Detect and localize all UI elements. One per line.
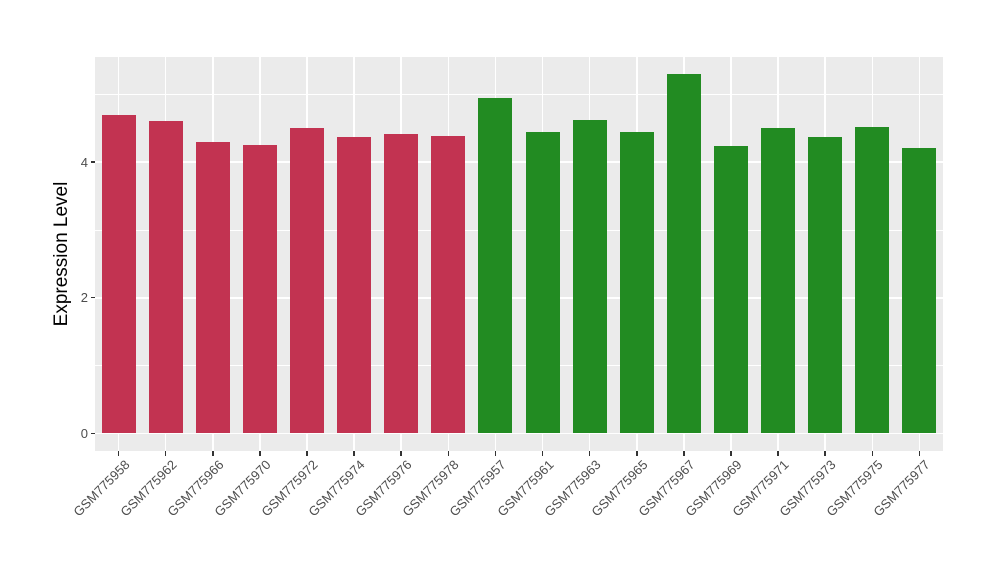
x-tick-mark-GSM775972 [306,451,308,456]
x-tick-mark-GSM775957 [494,451,497,456]
bar-GSM775967 [666,73,701,434]
bar-GSM775966 [195,141,230,434]
bar-GSM775969 [714,145,748,434]
bar-GSM775977 [902,147,937,434]
bar-GSM775971 [761,128,796,434]
gridline-major-2 [95,296,943,299]
bar-GSM775962 [148,121,183,434]
x-tick-mark-GSM775967 [683,451,685,456]
bar-GSM775975 [855,126,890,434]
y-tick-label-4: 4 [80,154,88,170]
x-tick-mark-GSM775978 [447,451,450,456]
bar-GSM775972 [290,128,324,434]
y-axis-title: Expression Level [51,181,72,327]
bar-GSM775957 [478,97,513,434]
x-tick-mark-GSM775962 [164,451,167,456]
x-tick-mark-GSM775974 [353,451,355,456]
bar-GSM775976 [384,133,419,434]
gridline-major-4 [95,161,943,163]
x-tick-mark-GSM775971 [777,451,779,456]
bar-GSM775961 [525,131,560,434]
x-tick-mark-GSM775977 [918,451,921,456]
gridline-major-0 [95,432,943,435]
x-tick-mark-GSM775958 [117,451,120,456]
bar-GSM775963 [572,120,607,434]
x-tick-mark-GSM775965 [636,451,638,456]
y-tick-label-2: 2 [80,290,88,306]
x-tick-mark-GSM775975 [871,451,874,456]
gridline-minor-5 [95,93,943,95]
bar-GSM775973 [808,137,843,434]
y-tick-mark-4 [90,161,95,163]
gridline-minor-1 [95,365,943,366]
x-tick-mark-GSM775961 [541,451,544,456]
x-tick-mark-GSM775969 [730,451,732,456]
bar-GSM775970 [242,145,277,434]
x-tick-mark-GSM775973 [824,451,826,456]
x-tick-mark-GSM775970 [259,451,261,456]
gridline-minor-3 [95,229,943,231]
bar-GSM775974 [337,137,372,434]
bar-GSM775965 [619,132,654,434]
y-tick-label-0: 0 [80,425,88,441]
bar-GSM775958 [101,114,136,434]
x-tick-mark-GSM775966 [212,451,214,456]
y-tick-mark-0 [90,432,95,435]
y-tick-mark-2 [90,296,95,299]
x-tick-mark-GSM775976 [400,451,402,456]
bar-GSM775978 [431,135,466,434]
x-tick-mark-GSM775963 [588,451,591,456]
plot-panel [95,57,943,451]
